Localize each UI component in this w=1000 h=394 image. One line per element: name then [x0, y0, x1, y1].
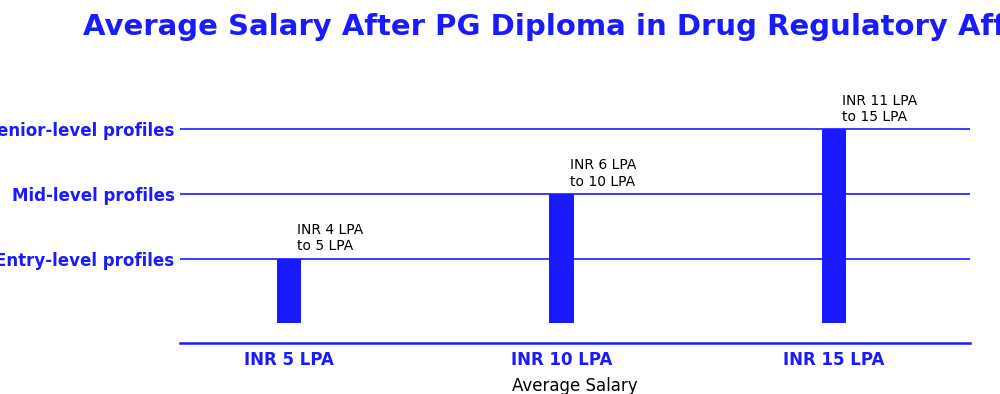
- Bar: [822, 129, 846, 323]
- Bar: [277, 258, 301, 323]
- Title: Average Salary After PG Diploma in Drug Regulatory Affairs: Average Salary After PG Diploma in Drug …: [83, 13, 1000, 41]
- Bar: [549, 194, 574, 323]
- Text: INR 4 LPA
to 5 LPA: INR 4 LPA to 5 LPA: [297, 223, 363, 253]
- Text: INR 11 LPA
to 15 LPA: INR 11 LPA to 15 LPA: [842, 94, 917, 124]
- Text: INR 6 LPA
to 10 LPA: INR 6 LPA to 10 LPA: [570, 158, 636, 189]
- X-axis label: Average Salary: Average Salary: [512, 377, 638, 394]
